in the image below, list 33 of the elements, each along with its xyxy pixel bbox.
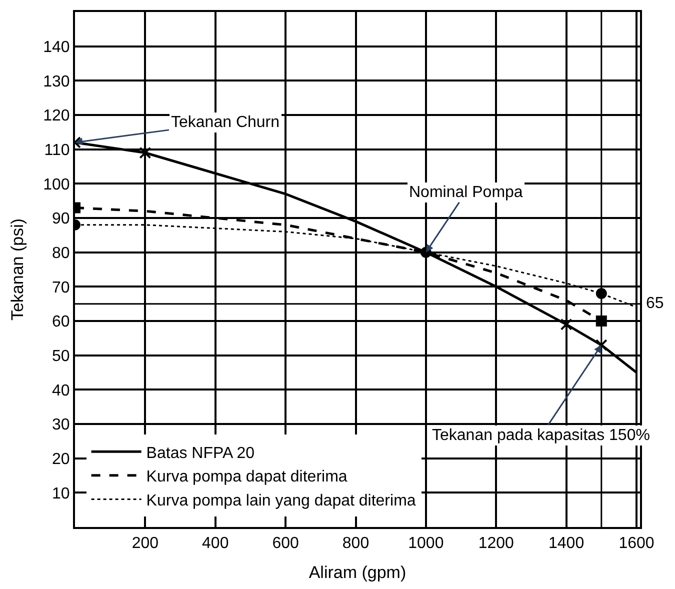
y-tick-label: 40: [52, 382, 70, 400]
legend-label: Kurva pompa lain yang dapat diterima: [146, 492, 416, 510]
x-tick-label: 1400: [548, 535, 584, 552]
y-tick-label: 10: [52, 485, 70, 502]
y-tick-label: 100: [43, 176, 70, 194]
y-tick-label: 30: [52, 416, 70, 434]
x-tick-label: 1200: [478, 535, 514, 552]
x-tick-label: 400: [202, 535, 229, 552]
y-axis-title: Tekanan (psi): [8, 218, 28, 321]
y-tick-label: 60: [52, 314, 70, 331]
x-tick-label: 800: [342, 535, 370, 552]
y-tick-label: 20: [52, 450, 70, 468]
y-tick-label: 120: [43, 108, 70, 125]
y-tick-label: 90: [52, 210, 70, 228]
x-tick-label: 600: [272, 535, 300, 552]
y-tick-label: 140: [43, 38, 70, 56]
x-tick-label: 1000: [408, 535, 444, 552]
annotation: Nominal Pompa: [409, 184, 523, 201]
x-tick-label: 1600: [618, 535, 654, 552]
x-tick-label: 200: [132, 535, 159, 552]
annotation: Tekanan Churn: [171, 114, 280, 131]
y-tick-label: 70: [52, 279, 70, 296]
legend-label: Batas NFPA 20: [146, 444, 255, 462]
legend-label: Kurva pompa dapat diterima: [146, 468, 348, 486]
y-tick-label: 50: [52, 348, 70, 365]
point: [560, 318, 572, 330]
x-axis-title: Aliram (gpm): [308, 563, 406, 582]
y-tick-label: 110: [44, 142, 70, 159]
y-tick-label: 80: [52, 244, 70, 262]
y-tick-label: 130: [43, 73, 70, 90]
ref-line-label: 65: [646, 295, 664, 312]
annotation: Tekanan pada kapasitas 150%: [432, 427, 650, 444]
point: [595, 339, 608, 352]
